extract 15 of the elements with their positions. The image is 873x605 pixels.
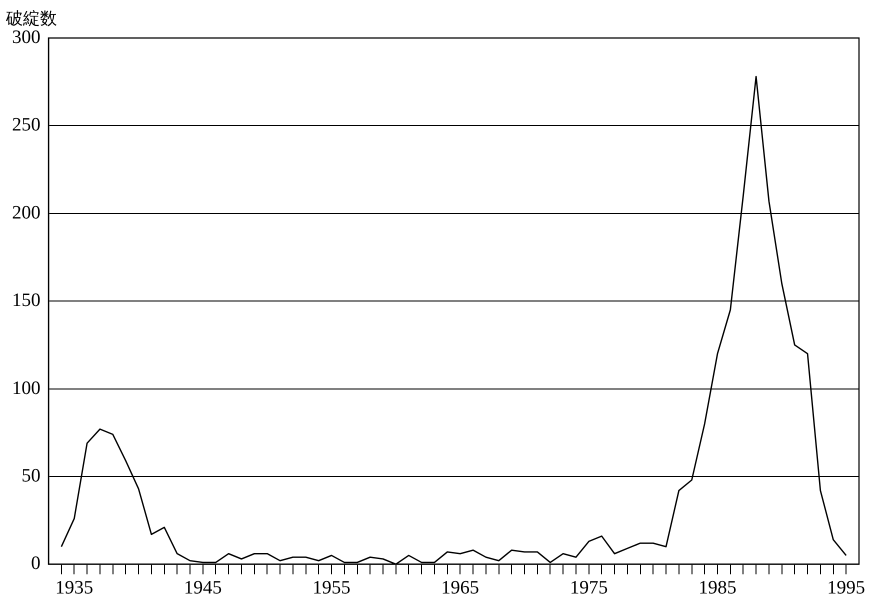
y-axis-title: 破綻数	[5, 9, 57, 29]
x-tick-label: 1955	[312, 578, 351, 599]
y-tick-label: 100	[12, 378, 40, 399]
x-tick-label: 1965	[441, 578, 480, 599]
x-tick-label: 1945	[184, 578, 222, 599]
y-tick-label: 0	[31, 553, 40, 574]
y-tick-label: 50	[22, 465, 40, 486]
x-tick-label: 1995	[827, 578, 866, 599]
y-tick-label: 150	[12, 290, 40, 312]
y-tick-label: 200	[12, 202, 40, 224]
x-tick-label: 1935	[55, 578, 94, 599]
y-tick-label: 250	[12, 114, 40, 136]
x-tick-label: 1985	[698, 578, 736, 599]
x-tick-label: 1975	[570, 578, 608, 599]
y-tick-label: 300	[12, 26, 40, 48]
